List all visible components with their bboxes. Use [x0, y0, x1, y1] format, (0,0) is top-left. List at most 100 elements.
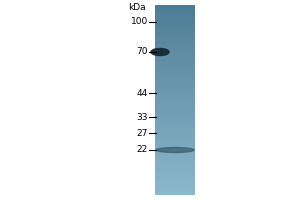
Bar [155, 8, 195, 9]
Bar [155, 169, 195, 170]
Bar [155, 20, 195, 21]
Bar [155, 22, 195, 23]
Bar [155, 16, 195, 17]
Bar [155, 153, 195, 154]
Bar [155, 43, 195, 44]
Bar [155, 189, 195, 190]
Bar [155, 42, 195, 43]
Bar [155, 69, 195, 70]
Bar [155, 5, 195, 6]
Bar [155, 186, 195, 187]
Bar [155, 171, 195, 172]
Bar [155, 124, 195, 125]
Bar [155, 13, 195, 14]
Bar [155, 130, 195, 131]
Bar [155, 115, 195, 116]
Bar [155, 147, 195, 148]
Bar [155, 78, 195, 79]
Bar [155, 54, 195, 55]
Bar [155, 92, 195, 93]
Bar [155, 95, 195, 96]
Bar [155, 178, 195, 179]
Bar [155, 37, 195, 38]
Bar [155, 68, 195, 69]
Bar [155, 41, 195, 42]
Bar [155, 192, 195, 193]
Bar [155, 44, 195, 45]
Bar [155, 56, 195, 57]
Bar [155, 72, 195, 73]
Bar [155, 58, 195, 59]
Bar [155, 175, 195, 176]
Bar [155, 17, 195, 18]
Bar [155, 70, 195, 71]
Bar [155, 160, 195, 161]
Bar [155, 67, 195, 68]
Bar [155, 60, 195, 61]
Bar [155, 30, 195, 31]
Bar [155, 122, 195, 123]
Bar [155, 131, 195, 132]
Bar [155, 83, 195, 84]
Bar [155, 32, 195, 33]
Bar [155, 40, 195, 41]
Bar [155, 151, 195, 152]
Bar [155, 117, 195, 118]
Bar [155, 148, 195, 149]
Bar [155, 104, 195, 105]
Bar [155, 14, 195, 15]
Bar [155, 162, 195, 163]
Bar [155, 100, 195, 101]
Text: 70: 70 [136, 47, 148, 56]
Bar [155, 28, 195, 29]
Bar [155, 166, 195, 167]
Bar [155, 110, 195, 111]
Bar [155, 184, 195, 185]
Bar [155, 51, 195, 52]
Bar [155, 145, 195, 146]
Bar [155, 96, 195, 97]
Text: 22: 22 [137, 146, 148, 154]
Bar [155, 116, 195, 117]
Bar [155, 105, 195, 106]
Text: 44: 44 [137, 88, 148, 98]
Bar [155, 112, 195, 113]
Bar [155, 12, 195, 13]
Bar [155, 80, 195, 81]
Bar [155, 52, 195, 53]
Bar [155, 137, 195, 138]
Bar [155, 33, 195, 34]
Bar [155, 111, 195, 112]
Bar [155, 121, 195, 122]
Bar [155, 57, 195, 58]
Bar [155, 142, 195, 143]
Bar [155, 136, 195, 137]
Bar [155, 6, 195, 7]
Bar [155, 173, 195, 174]
Bar [155, 36, 195, 37]
Bar [155, 150, 195, 151]
Bar [155, 38, 195, 39]
Bar [155, 180, 195, 181]
Bar [155, 174, 195, 175]
Bar [155, 87, 195, 88]
Bar [155, 15, 195, 16]
Bar [155, 9, 195, 10]
Bar [155, 140, 195, 141]
Bar [155, 88, 195, 89]
Bar [155, 152, 195, 153]
Bar [155, 27, 195, 28]
Bar [155, 132, 195, 133]
Bar [155, 135, 195, 136]
Bar [155, 125, 195, 126]
Ellipse shape [156, 148, 194, 152]
Bar [155, 34, 195, 35]
Bar [155, 113, 195, 114]
Bar [155, 129, 195, 130]
Bar [155, 53, 195, 54]
Text: kDa: kDa [128, 3, 146, 12]
Bar [155, 21, 195, 22]
Bar [155, 114, 195, 115]
Bar [155, 79, 195, 80]
Bar [155, 50, 195, 51]
